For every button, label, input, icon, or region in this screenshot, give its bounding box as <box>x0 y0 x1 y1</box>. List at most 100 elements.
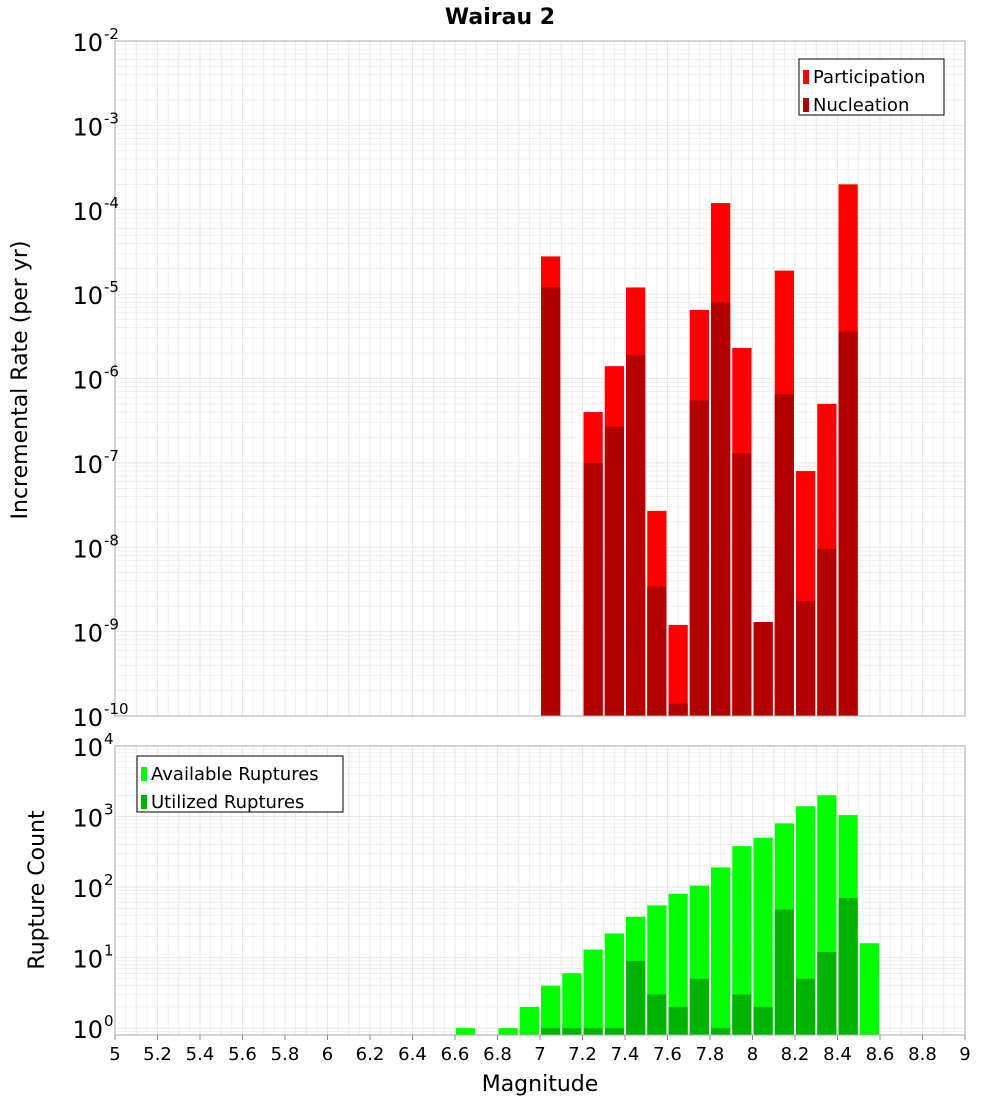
utilized-ruptures-bar <box>753 1006 773 1035</box>
nucleation-bar <box>541 287 561 716</box>
utilized-ruptures-bar <box>626 960 646 1035</box>
top-y-tick-label: 10 <box>72 282 103 310</box>
bottom-y-tick-label: 10 <box>72 805 103 833</box>
top-y-tick-exponent: -10 <box>104 700 129 718</box>
top-y-tick-exponent: -4 <box>104 194 119 212</box>
utilized-ruptures-bar <box>711 1028 731 1035</box>
top-plot-border <box>114 40 966 717</box>
top-y-tick-label: 10 <box>72 198 103 226</box>
top-legend-swatch <box>803 70 809 84</box>
nucleation-bar <box>604 426 624 716</box>
available-ruptures-bar <box>519 1006 539 1035</box>
bottom-y-axis-label: Rupture Count <box>25 810 50 970</box>
x-tick-label: 5.2 <box>143 1044 172 1065</box>
nucleation-bar <box>583 462 603 716</box>
top-y-tick-exponent: -9 <box>104 616 119 634</box>
x-tick-label: 5.6 <box>228 1044 257 1065</box>
x-tick-label: 7 <box>534 1044 545 1065</box>
nucleation-bar <box>647 586 667 716</box>
available-ruptures-bar <box>711 867 731 1035</box>
x-tick-label: 6 <box>322 1044 333 1065</box>
top-y-tick-exponent: -2 <box>104 25 119 43</box>
x-tick-label: 6.4 <box>398 1044 427 1065</box>
nucleation-bar <box>753 622 773 716</box>
available-ruptures-bar <box>456 1028 476 1035</box>
x-tick-label: 8.8 <box>908 1044 937 1065</box>
utilized-ruptures-bar <box>668 1006 688 1035</box>
nucleation-bar <box>626 354 646 716</box>
nucleation-bar <box>732 453 752 716</box>
x-tick-label: 7.4 <box>611 1044 640 1065</box>
utilized-ruptures-bar <box>541 1028 561 1035</box>
top-legend-swatch <box>803 98 809 112</box>
x-tick-label: 8.2 <box>781 1044 810 1065</box>
top-y-tick-exponent: -7 <box>104 447 119 465</box>
top-y-tick-label: 10 <box>72 367 103 395</box>
x-tick-label: 8 <box>747 1044 758 1065</box>
x-tick-label: 6.6 <box>441 1044 470 1065</box>
utilized-ruptures-bar <box>583 1028 603 1035</box>
x-tick-label: 5.8 <box>271 1044 300 1065</box>
x-tick-label: 7.8 <box>696 1044 725 1065</box>
top-y-tick-exponent: -3 <box>104 109 119 127</box>
available-ruptures-bar <box>604 933 624 1035</box>
top-y-tick-label: 10 <box>72 535 103 563</box>
bottom-legend-label: Available Ruptures <box>151 764 319 785</box>
nucleation-bar <box>711 302 731 716</box>
x-tick-label: 7.2 <box>568 1044 597 1065</box>
bottom-legend-box <box>136 755 344 813</box>
available-ruptures-bar <box>541 985 561 1035</box>
x-tick-label: 9 <box>959 1044 970 1065</box>
participation-bar <box>668 624 688 716</box>
nucleation-bar <box>668 703 688 716</box>
bottom-y-tick-label: 10 <box>72 875 103 903</box>
x-tick-label: 6.2 <box>356 1044 385 1065</box>
bottom-y-tick-label: 10 <box>72 734 103 762</box>
bottom-y-tick-exponent: 3 <box>104 801 114 819</box>
bottom-y-tick-exponent: 4 <box>104 730 114 748</box>
top-y-tick-label: 10 <box>72 451 103 479</box>
nucleation-bar <box>796 601 816 716</box>
nucleation-bar <box>774 394 794 716</box>
nucleation-bar <box>838 331 858 716</box>
available-ruptures-bar <box>732 846 752 1035</box>
top-y-tick-exponent: -8 <box>104 531 119 549</box>
available-ruptures-bar <box>859 943 879 1035</box>
top-legend-box <box>798 58 945 116</box>
utilized-ruptures-bar <box>732 994 752 1035</box>
utilized-ruptures-bar <box>796 978 816 1035</box>
available-ruptures-bar <box>753 837 773 1035</box>
x-tick-label: 8.4 <box>823 1044 852 1065</box>
utilized-ruptures-bar <box>838 898 858 1035</box>
bottom-y-tick-label: 10 <box>72 946 103 974</box>
available-ruptures-bar <box>583 949 603 1035</box>
utilized-ruptures-bar <box>817 952 837 1035</box>
bottom-legend-label: Utilized Ruptures <box>151 792 304 813</box>
utilized-ruptures-bar <box>689 978 709 1035</box>
utilized-ruptures-bar <box>562 1028 582 1035</box>
top-y-tick-label: 10 <box>72 620 103 648</box>
bottom-legend-swatch <box>141 795 147 809</box>
top-y-tick-label: 10 <box>72 113 103 141</box>
chart-title: Wairau 2 <box>445 5 555 30</box>
utilized-ruptures-bar <box>604 1028 624 1035</box>
x-axis-label: Magnitude <box>482 1072 599 1097</box>
nucleation-bar <box>689 400 709 716</box>
available-ruptures-bar <box>796 806 816 1035</box>
x-tick-label: 6.8 <box>483 1044 512 1065</box>
nucleation-bar <box>817 549 837 716</box>
top-y-tick-exponent: -5 <box>104 278 119 296</box>
top-legend-label: Nucleation <box>813 95 909 116</box>
x-tick-label: 5.4 <box>186 1044 215 1065</box>
top-y-tick-label: 10 <box>72 704 103 732</box>
available-ruptures-bar <box>498 1028 518 1035</box>
bottom-y-tick-exponent: 2 <box>104 871 114 889</box>
available-ruptures-bar <box>668 893 688 1035</box>
top-legend-label: Participation <box>813 67 925 88</box>
top-y-axis-label: Incremental Rate (per yr) <box>8 241 33 520</box>
bottom-y-tick-label: 10 <box>72 1016 103 1044</box>
x-tick-label: 8.6 <box>866 1044 895 1065</box>
